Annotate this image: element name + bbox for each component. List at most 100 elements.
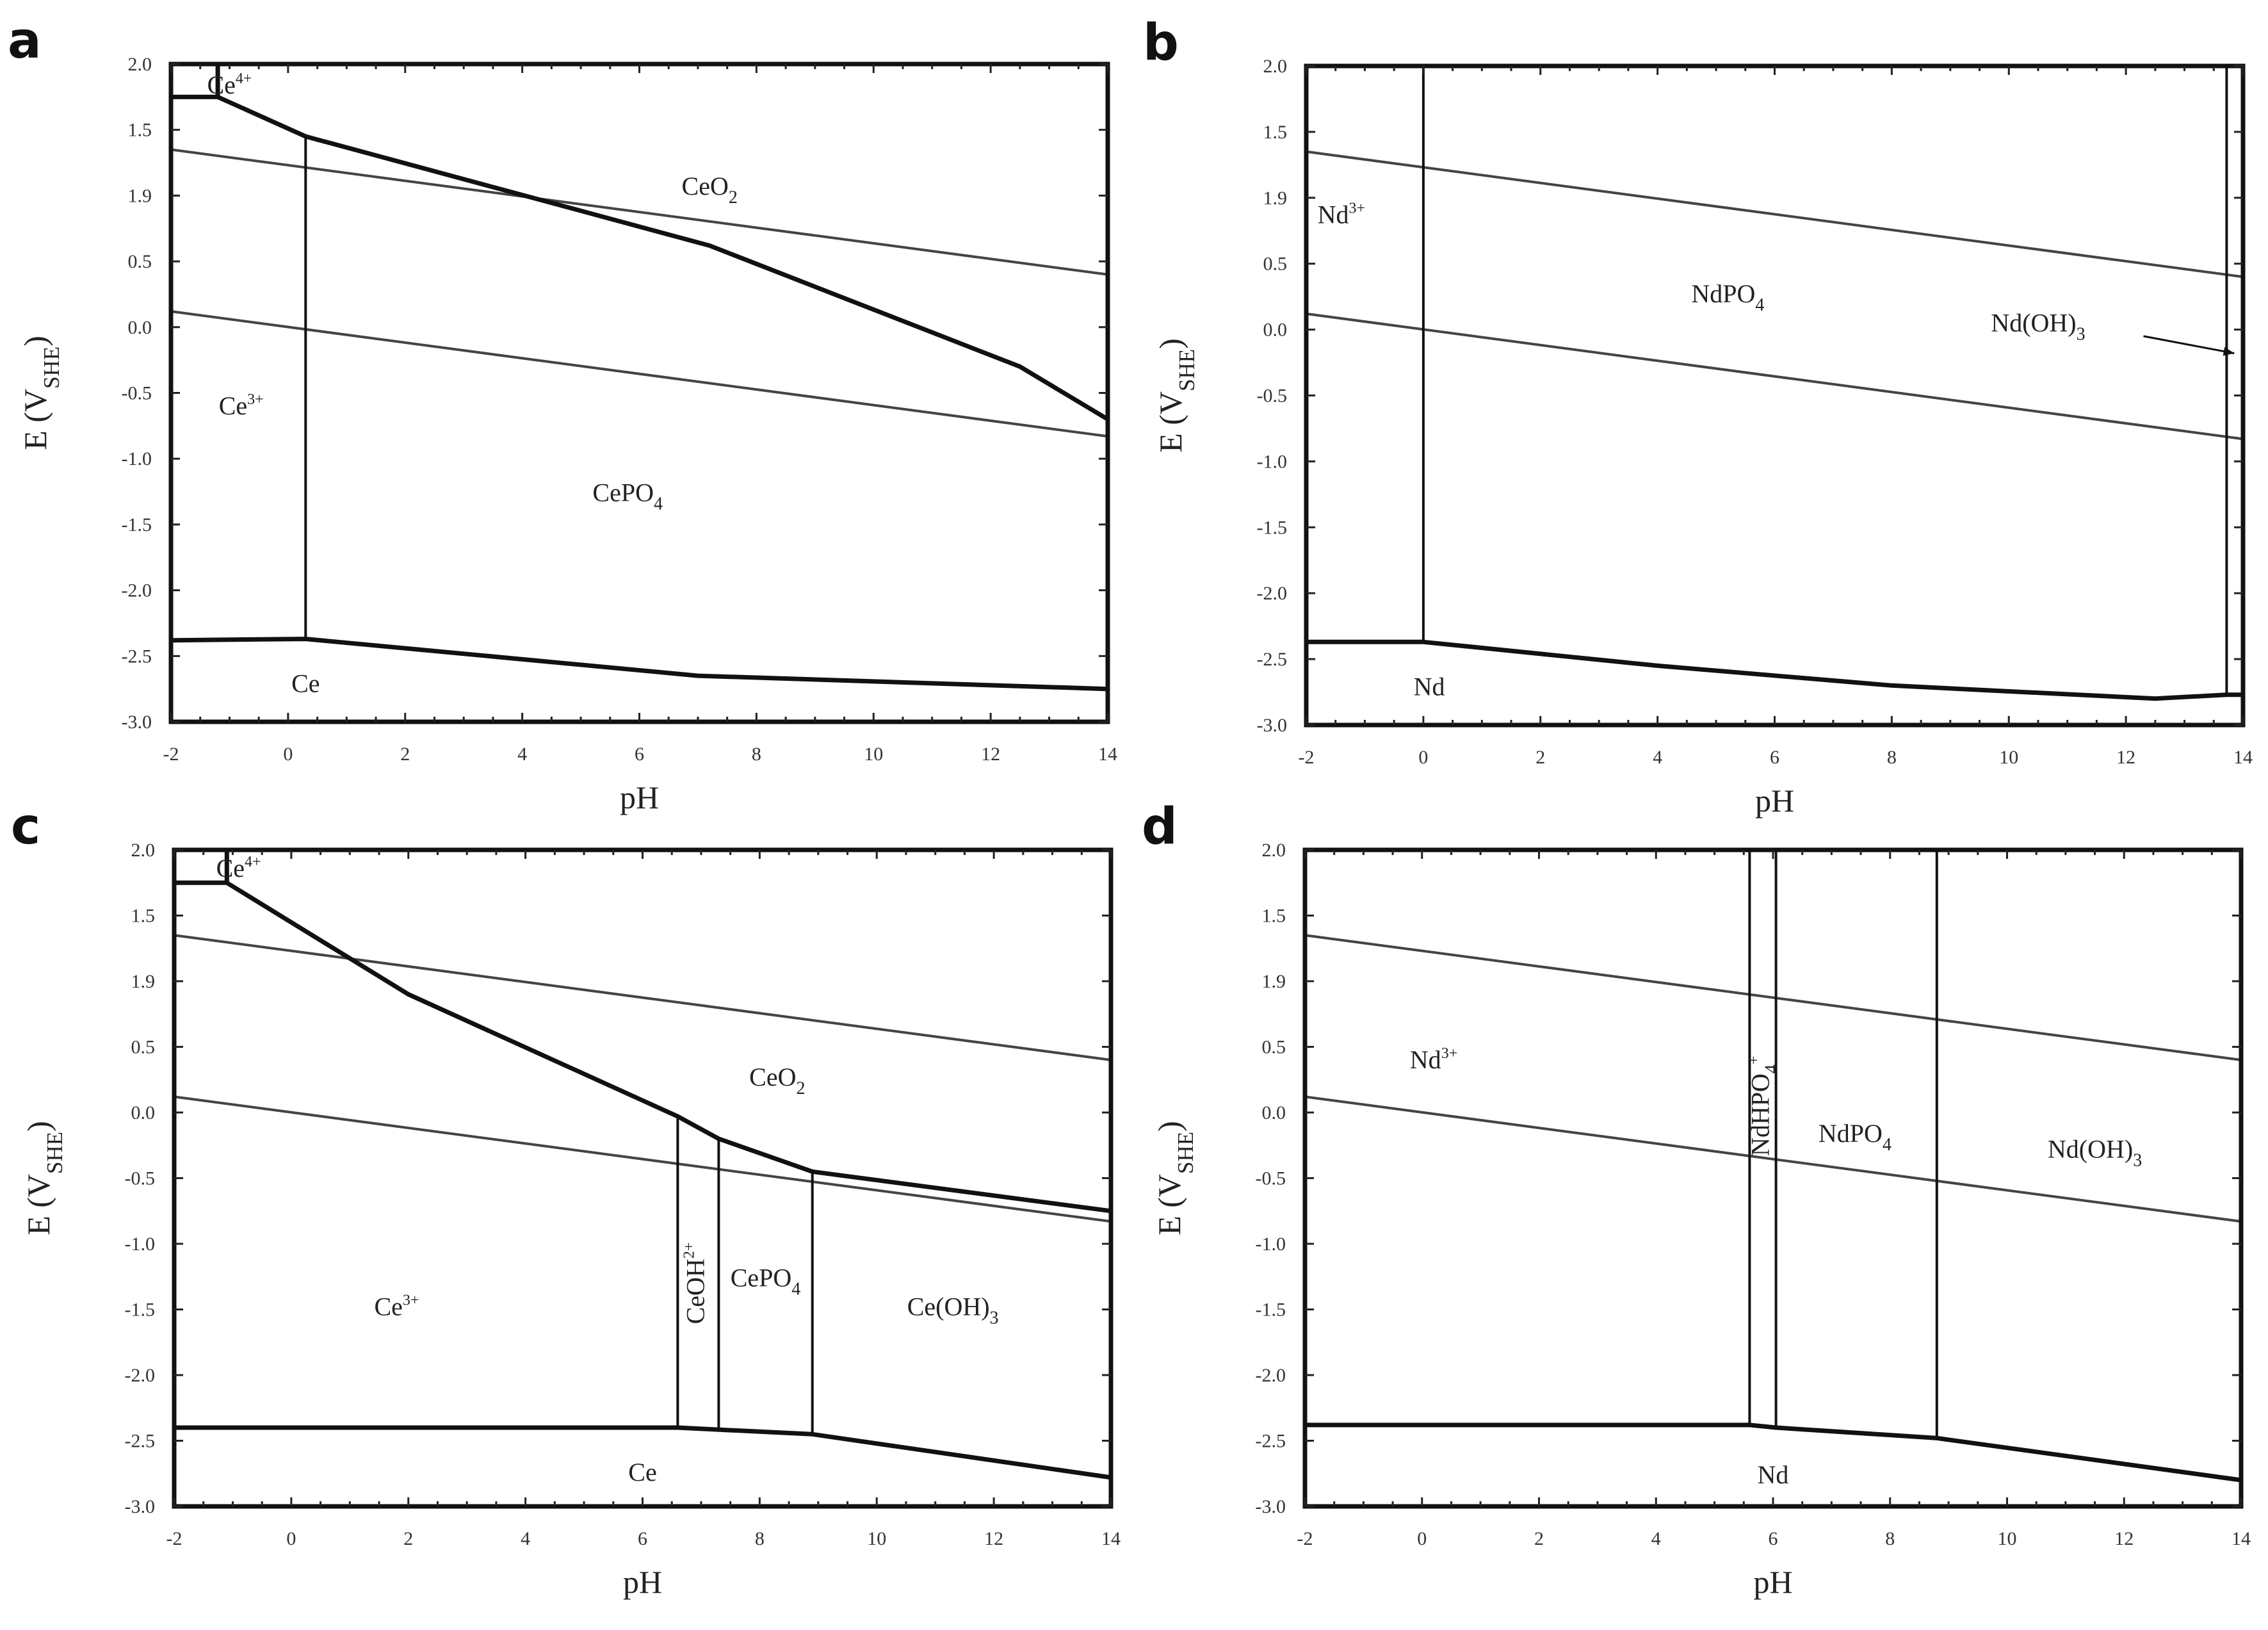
y-tick-label: 1.5 xyxy=(1263,122,1288,143)
y-tick-label: 1.9 xyxy=(1262,971,1286,992)
phase-boundary xyxy=(216,95,1109,421)
x-tick-label: -2 xyxy=(166,1528,182,1549)
panel-a: a -2 0 2 4 6 8 10 12 14 2.0 1.5 1.9 0.5 0.0 -0.5 -1.0 -1.… xyxy=(8,12,1117,815)
x-tick-label: 2 xyxy=(400,744,410,765)
x-tick-label: 10 xyxy=(867,1528,886,1549)
panel-c: c -2 0 2 4 6 8 10 12 14 2.0 1.5 1.9 0.5 0.0 -0.5 -1.0 -1.… xyxy=(11,798,1121,1600)
y-tick-label: -1.5 xyxy=(125,1300,156,1321)
x-tick-label: 4 xyxy=(1651,1528,1661,1549)
x-axis-label: pH xyxy=(1755,783,1794,819)
region-label-nd: Nd3+ xyxy=(1318,200,1365,229)
x-tick-label: 14 xyxy=(2233,747,2253,768)
region-label-ndpo: NdPO4 xyxy=(1818,1119,1891,1155)
y-tick-label: -0.5 xyxy=(122,383,152,404)
water-stability-line xyxy=(170,310,1108,438)
plot-frame xyxy=(1302,847,2244,1509)
region-label-ceoh: Ce(OH)3 xyxy=(907,1292,999,1328)
y-tick-label: -2.5 xyxy=(122,646,152,667)
x-tick-label: 4 xyxy=(1653,747,1662,768)
y-tick-label: -2.5 xyxy=(125,1431,156,1452)
region-label-cepo: CePO4 xyxy=(731,1264,801,1300)
y-tick-label: 1.9 xyxy=(128,185,152,206)
region-label-ndoh: Nd(OH)3 xyxy=(1991,309,2085,345)
plot-frame xyxy=(172,847,1114,1509)
x-tick-label: 6 xyxy=(1769,1528,1778,1549)
x-tick-label: 6 xyxy=(635,744,644,765)
y-tick-label: 1.9 xyxy=(1263,188,1288,209)
y-tick-label: -2.0 xyxy=(1257,583,1288,604)
y-tick-label: 1.9 xyxy=(131,971,156,992)
panel-letter: d xyxy=(1142,798,1178,856)
y-axis-label: E (VSHE) xyxy=(17,336,64,450)
y-tick-label: -2.5 xyxy=(1257,649,1288,670)
region-label-ce: Ce4+ xyxy=(216,853,261,883)
panel-letter: a xyxy=(8,12,42,70)
phase-boundary xyxy=(174,1425,1112,1480)
y-tick-label: -2.0 xyxy=(122,580,152,601)
region-label-ce: Ce4+ xyxy=(207,70,252,99)
x-tick-label: 12 xyxy=(981,744,1000,765)
y-tick-label: -1.5 xyxy=(122,514,152,535)
region-label-ceo: CeO2 xyxy=(749,1063,805,1098)
panel-letter: c xyxy=(11,798,40,856)
y-tick-label: -1.5 xyxy=(1256,1300,1286,1321)
x-tick-label: 10 xyxy=(1999,747,2018,768)
x-tick-label: -2 xyxy=(163,744,179,765)
water-stability-line xyxy=(1306,150,2244,279)
annotation-arrow xyxy=(2143,335,2235,355)
x-tick-label: 8 xyxy=(1885,1528,1895,1549)
y-tick-label: -0.5 xyxy=(1257,386,1288,407)
x-tick-label: 4 xyxy=(517,744,527,765)
x-tick-label: 0 xyxy=(1418,747,1428,768)
x-tick-label: 14 xyxy=(2232,1528,2251,1549)
phase-boundary xyxy=(170,637,1108,692)
water-stability-line xyxy=(174,934,1112,1061)
region-label-ce: Ce xyxy=(291,669,320,698)
x-tick-label: 8 xyxy=(1887,747,1897,768)
x-tick-label: 2 xyxy=(1535,747,1545,768)
x-axis-label: pH xyxy=(1753,1564,1792,1600)
y-tick-label: -2.0 xyxy=(1256,1365,1286,1386)
water-stability-line xyxy=(170,148,1108,276)
x-tick-label: 0 xyxy=(1417,1528,1427,1549)
arrowhead-icon xyxy=(2223,346,2235,356)
x-tick-label: -2 xyxy=(1299,747,1315,768)
x-tick-label: 2 xyxy=(403,1528,413,1549)
y-tick-label: 0.5 xyxy=(128,251,152,272)
x-tick-label: 6 xyxy=(1770,747,1779,768)
x-tick-label: 2 xyxy=(1534,1528,1544,1549)
x-tick-label: 8 xyxy=(752,744,761,765)
y-tick-label: 0.5 xyxy=(1262,1037,1286,1058)
x-tick-label: 4 xyxy=(521,1528,530,1549)
x-tick-label: 0 xyxy=(286,1528,296,1549)
y-tick-label: -1.0 xyxy=(125,1234,156,1255)
y-tick-label: -3.0 xyxy=(1257,715,1288,736)
y-tick-label: -3.0 xyxy=(1256,1496,1286,1517)
x-tick-label: -2 xyxy=(1297,1528,1313,1549)
phase-boundary xyxy=(1306,639,2243,701)
x-tick-label: 0 xyxy=(283,744,293,765)
y-tick-label: -1.5 xyxy=(1257,517,1288,538)
x-tick-label: 12 xyxy=(2116,747,2135,768)
y-tick-label: -0.5 xyxy=(1256,1168,1286,1189)
y-tick-label: 1.5 xyxy=(1262,906,1286,927)
region-label-ce: Ce3+ xyxy=(219,391,264,421)
y-tick-label: 1.5 xyxy=(128,120,152,141)
region-label-ceo: CeO2 xyxy=(682,172,738,208)
region-label-ceoh: CeOH2+ xyxy=(681,1243,710,1324)
x-tick-label: 10 xyxy=(864,744,883,765)
x-tick-label: 10 xyxy=(1998,1528,2017,1549)
x-tick-label: 12 xyxy=(2114,1528,2134,1549)
y-tick-label: 0.0 xyxy=(1262,1102,1286,1123)
panel-b: b -2 0 2 4 6 8 10 12 14 2.0 1.5 1.9 0.5 0.0 -0.5 -1.0 -1.… xyxy=(1143,14,2253,819)
y-tick-label: -3.0 xyxy=(122,712,152,733)
y-tick-label: 0.0 xyxy=(128,317,152,338)
x-tick-label: 14 xyxy=(1101,1528,1121,1549)
plot-frame xyxy=(168,61,1110,724)
y-tick-label: 0.5 xyxy=(131,1037,156,1058)
water-stability-line xyxy=(1304,1095,2242,1223)
y-tick-label: 2.0 xyxy=(1263,56,1288,77)
y-tick-label: -1.0 xyxy=(122,448,152,469)
panel-letter: b xyxy=(1143,14,1179,72)
